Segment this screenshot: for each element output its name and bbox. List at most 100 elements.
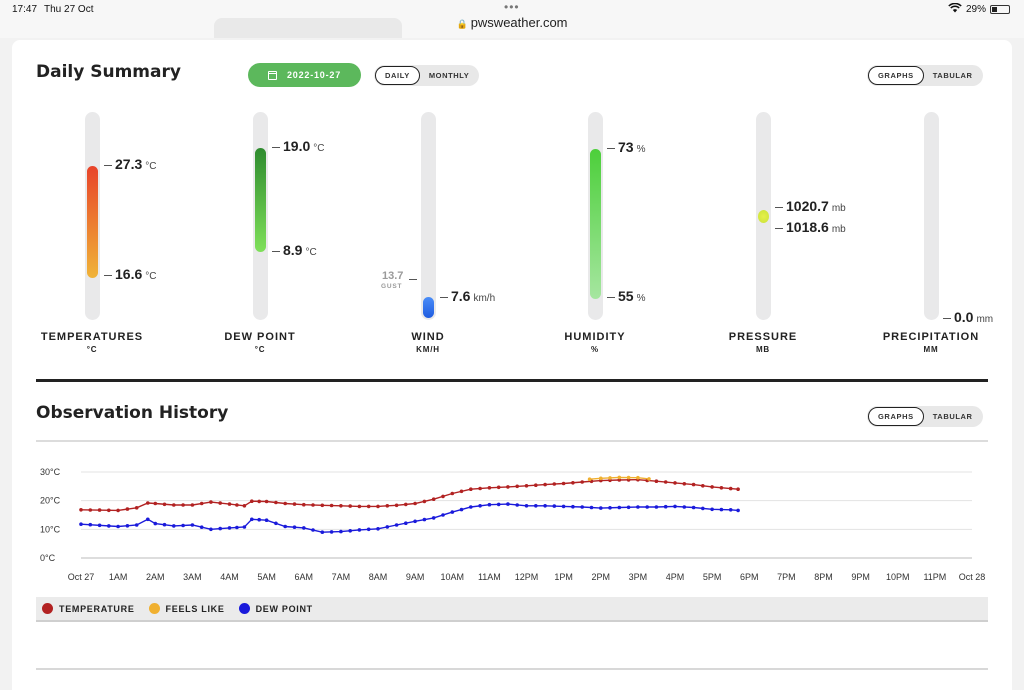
data-point (227, 502, 232, 506)
battery-percent: 29% (965, 4, 986, 15)
data-point (469, 487, 473, 491)
data-point (422, 517, 427, 522)
data-point (450, 491, 455, 496)
data-point (450, 510, 455, 514)
data-point (617, 475, 622, 480)
humidity-gauge (588, 112, 603, 320)
data-point (302, 526, 306, 530)
date-picker-button[interactable]: 2022-10-27 (248, 63, 361, 87)
data-point (524, 484, 529, 488)
summary-view-graphs[interactable]: GRAPHS (868, 66, 924, 85)
x-tick-label: 11PM (923, 572, 946, 582)
status-bar: 17:47 Thu 27 Oct ••• 🔒 pwsweather.com 29% (0, 0, 1024, 38)
observation-chart[interactable]: 30°C 20°C 10°C 0°C Oct 27 1AM 2AM 3AM 4AM 5AM 6AM 7… (36, 458, 988, 588)
data-point (153, 521, 158, 526)
x-tick-label: 2PM (591, 572, 610, 582)
url-text: pwsweather.com (470, 15, 568, 30)
x-tick-label: 7AM (332, 572, 351, 582)
data-point (441, 513, 445, 517)
history-view-graphs[interactable]: GRAPHS (868, 407, 924, 426)
browser-tab[interactable] (214, 18, 402, 38)
data-point (235, 503, 239, 507)
data-point (580, 480, 584, 484)
dew-point-label: DEW POINT (224, 331, 296, 343)
data-point (181, 523, 185, 528)
data-point (422, 499, 427, 504)
data-point (580, 505, 584, 509)
data-point (257, 499, 261, 504)
data-point (302, 502, 306, 507)
data-point (329, 503, 334, 508)
data-point (283, 524, 287, 529)
battery-icon (990, 5, 1010, 14)
legend-temperature[interactable]: TEMPERATURE (42, 603, 135, 614)
data-point (478, 504, 482, 508)
data-point (515, 503, 519, 507)
x-tick-label: 6PM (740, 572, 759, 582)
data-point (431, 497, 436, 501)
data-point (172, 524, 176, 528)
humidity-unit: % (591, 345, 599, 354)
data-point (394, 523, 399, 527)
data-point (515, 484, 519, 489)
data-point (172, 503, 176, 507)
data-point (250, 499, 254, 503)
data-point (385, 525, 390, 529)
summary-view-tabular[interactable]: TABULAR (932, 71, 973, 80)
data-point (543, 482, 547, 487)
y-tick-label: 10°C (40, 524, 61, 534)
temperature-gauge (85, 112, 100, 320)
data-point (146, 517, 150, 522)
humidity-range-fill (590, 149, 601, 299)
data-point (728, 508, 733, 512)
data-point (292, 525, 297, 529)
data-point (552, 504, 557, 508)
x-tick-label: 9PM (851, 572, 870, 582)
data-point (125, 524, 130, 528)
precipitation-label: PRECIPITATION (882, 331, 980, 343)
precipitation-unit: MM (923, 345, 939, 354)
data-point (366, 527, 371, 532)
period-daily[interactable]: DAILY (375, 66, 420, 85)
data-point (311, 528, 315, 532)
data-point (79, 522, 83, 526)
x-tick-label: 9AM (406, 572, 425, 582)
x-tick-label: 4AM (220, 572, 239, 582)
data-point (242, 504, 247, 508)
legend-feels-like[interactable]: FEELS LIKE (148, 603, 225, 614)
data-point (116, 508, 120, 513)
url-bar[interactable]: 🔒 pwsweather.com (0, 15, 1024, 30)
wind-gauge (421, 112, 436, 320)
data-point (673, 481, 677, 485)
data-point (506, 502, 510, 506)
data-point (487, 502, 492, 507)
data-point (599, 476, 603, 481)
data-point (181, 503, 185, 507)
data-point (561, 481, 566, 486)
data-point (701, 506, 705, 511)
period-monthly[interactable]: MONTHLY (428, 71, 470, 80)
data-point (710, 507, 714, 512)
x-tick-label: 3PM (629, 572, 648, 582)
history-view-tabular[interactable]: TABULAR (932, 412, 973, 421)
pressure-range-fill (758, 210, 769, 223)
x-tick-label: 3AM (183, 572, 202, 582)
x-tick-label: 1AM (109, 572, 128, 582)
data-point (608, 476, 612, 480)
data-point (571, 481, 575, 485)
data-point (654, 479, 659, 483)
data-point (701, 484, 705, 488)
data-point (357, 528, 362, 532)
data-point (608, 506, 612, 510)
data-point (469, 505, 473, 509)
data-point (376, 527, 380, 531)
dew-point-range-fill (255, 148, 266, 252)
data-point (162, 502, 167, 507)
data-point (626, 475, 631, 480)
legend-dew-point[interactable]: DEW POINT (238, 603, 313, 614)
data-point (394, 503, 399, 508)
data-point (736, 487, 740, 491)
x-tick-label: 7PM (777, 572, 796, 582)
temperature-max: 27.3 °C (115, 156, 157, 172)
multitask-dots-icon[interactable]: ••• (504, 0, 520, 14)
